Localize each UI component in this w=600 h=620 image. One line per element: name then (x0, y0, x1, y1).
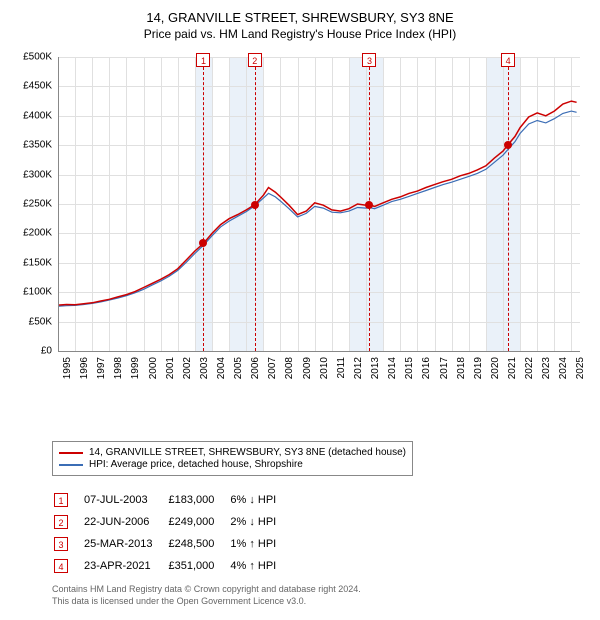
sale-date: 23-APR-2021 (84, 556, 166, 576)
x-axis-label: 2024 (558, 357, 569, 379)
series-line-hpi (58, 111, 577, 306)
sale-dot (199, 239, 207, 247)
x-axis-label: 2019 (473, 357, 484, 379)
y-axis-label: £400K (10, 110, 52, 121)
x-axis-label: 1999 (130, 357, 141, 379)
sale-date: 25-MAR-2013 (84, 534, 166, 554)
x-axis-label: 2013 (370, 357, 381, 379)
y-axis-label: £350K (10, 140, 52, 151)
sale-index-box: 4 (54, 559, 68, 573)
series-svg (58, 57, 580, 351)
x-axis-label: 2021 (507, 357, 518, 379)
x-axis-label: 2003 (199, 357, 210, 379)
y-axis-label: £150K (10, 257, 52, 268)
legend-item: HPI: Average price, detached house, Shro… (59, 459, 406, 470)
sale-index-box: 2 (54, 515, 68, 529)
sale-index-box: 1 (54, 493, 68, 507)
legend-label: 14, GRANVILLE STREET, SHREWSBURY, SY3 8N… (89, 447, 406, 458)
x-axis-label: 2008 (284, 357, 295, 379)
x-axis-label: 1995 (62, 357, 73, 379)
table-row: 2 22-JUN-2006£249,0002% ↓ HPI (54, 512, 290, 532)
x-axis-label: 2001 (165, 357, 176, 379)
sale-dot (365, 201, 373, 209)
sale-delta: 2% ↓ HPI (230, 512, 290, 532)
x-axis-label: 2016 (421, 357, 432, 379)
y-axis-label: £450K (10, 81, 52, 92)
x-axis-label: 1998 (113, 357, 124, 379)
x-axis-label: 2018 (456, 357, 467, 379)
chart-subtitle: Price paid vs. HM Land Registry's House … (10, 27, 590, 41)
x-axis-label: 2015 (404, 357, 415, 379)
x-axis-label: 2007 (267, 357, 278, 379)
table-row: 4 23-APR-2021£351,0004% ↑ HPI (54, 556, 290, 576)
y-axis-label: £500K (10, 52, 52, 63)
y-axis (58, 57, 59, 351)
sale-date: 07-JUL-2003 (84, 490, 166, 510)
sale-price: £351,000 (168, 556, 228, 576)
y-axis-label: £0 (10, 346, 52, 357)
sale-delta: 4% ↑ HPI (230, 556, 290, 576)
y-axis-label: £300K (10, 169, 52, 180)
legend-item: 14, GRANVILLE STREET, SHREWSBURY, SY3 8N… (59, 447, 406, 458)
x-axis-label: 2006 (250, 357, 261, 379)
footer-line: Contains HM Land Registry data © Crown c… (52, 584, 590, 596)
plot-area: 1234 (58, 57, 580, 351)
footer-attribution: Contains HM Land Registry data © Crown c… (52, 584, 590, 607)
sale-dot (251, 201, 259, 209)
sale-delta: 6% ↓ HPI (230, 490, 290, 510)
legend-swatch (59, 452, 83, 454)
x-axis-label: 2011 (336, 357, 347, 379)
x-axis-label: 2020 (490, 357, 501, 379)
x-axis-label: 2002 (182, 357, 193, 379)
sales-table: 1 07-JUL-2003£183,0006% ↓ HPI 2 22-JUN-2006… (52, 488, 292, 578)
y-axis-label: £250K (10, 199, 52, 210)
sale-index-box: 3 (54, 537, 68, 551)
x-axis-label: 1996 (79, 357, 90, 379)
x-axis-label: 2010 (319, 357, 330, 379)
x-axis-label: 2012 (353, 357, 364, 379)
y-axis-label: £200K (10, 228, 52, 239)
x-axis-label: 2005 (233, 357, 244, 379)
x-axis-label: 2000 (148, 357, 159, 379)
y-axis-label: £50K (10, 316, 52, 327)
x-axis-label: 2014 (387, 357, 398, 379)
chart-area: 1234 £0 £50K £100K £150K £200K £250K £300K £350K… (10, 49, 590, 399)
x-axis-label: 2009 (302, 357, 313, 379)
sale-price: £249,000 (168, 512, 228, 532)
sale-dot (504, 141, 512, 149)
legend-label: HPI: Average price, detached house, Shro… (89, 459, 303, 470)
sale-price: £248,500 (168, 534, 228, 554)
table-row: 3 25-MAR-2013£248,5001% ↑ HPI (54, 534, 290, 554)
sale-price: £183,000 (168, 490, 228, 510)
series-line-property (58, 101, 577, 305)
legend-swatch (59, 464, 83, 466)
x-axis-label: 1997 (96, 357, 107, 379)
x-axis-label: 2022 (524, 357, 535, 379)
footer-line: This data is licensed under the Open Gov… (52, 596, 590, 608)
x-axis (58, 351, 580, 352)
chart-container: 14, GRANVILLE STREET, SHREWSBURY, SY3 8N… (0, 0, 600, 613)
chart-title: 14, GRANVILLE STREET, SHREWSBURY, SY3 8N… (10, 10, 590, 25)
y-axis-label: £100K (10, 287, 52, 298)
x-axis-label: 2004 (216, 357, 227, 379)
sale-delta: 1% ↑ HPI (230, 534, 290, 554)
x-axis-label: 2023 (541, 357, 552, 379)
legend: 14, GRANVILLE STREET, SHREWSBURY, SY3 8N… (52, 441, 413, 476)
x-axis-label: 2017 (439, 357, 450, 379)
sale-date: 22-JUN-2006 (84, 512, 166, 532)
table-row: 1 07-JUL-2003£183,0006% ↓ HPI (54, 490, 290, 510)
x-axis-label: 2025 (575, 357, 586, 379)
